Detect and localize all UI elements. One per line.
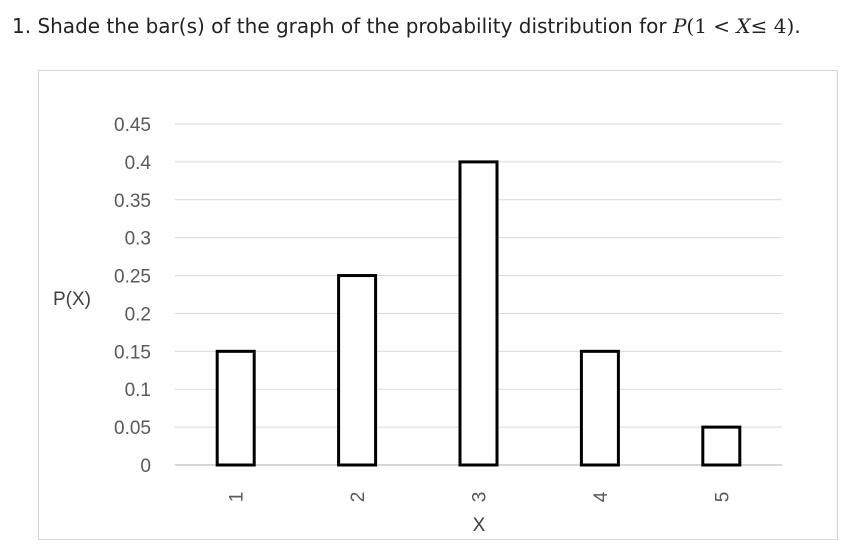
x-tick-labels: 1 2 3 4 5 [227,491,734,502]
y-tick-label: 0.2 [125,304,151,325]
x-tick-label-4: 4 [591,491,612,502]
x-tick-label-2: 2 [348,492,369,503]
math-open: (1 < [686,14,737,38]
question-suffix: . [794,14,801,38]
probability-expression: P(1 < X≤ 4) [673,14,794,38]
y-tick-label: 0 [140,456,151,477]
bar-x-2[interactable] [337,274,378,467]
x-tick-label-1: 1 [227,492,248,503]
math-close: ≤ 4) [750,14,795,38]
question-text: 1. Shade the bar(s) of the graph of the … [12,14,801,38]
y-tick-label: 0.35 [114,191,151,212]
bar-x-5[interactable] [701,425,742,467]
x-tick-label-3: 3 [470,492,491,503]
y-tick-label: 0.45 [114,115,151,136]
question-prefix: 1. Shade the bar(s) of the graph of the … [12,14,673,38]
x-tick-label-5: 5 [712,492,733,503]
y-tick-label: 0.25 [114,267,151,288]
y-tick-label: 0.1 [125,380,151,401]
y-tick-label: 0.15 [114,342,151,363]
y-tick-labels: 0 0.05 0.1 0.15 0.2 0.25 0.3 0.35 0.4 0.45 [114,115,151,477]
bars[interactable] [215,160,742,467]
bar-x-3[interactable] [458,160,499,467]
x-axis-title: X [473,515,486,536]
math-x: X [736,14,751,38]
y-tick-label: 0.4 [125,153,152,174]
y-tick-label: 0.05 [114,418,151,439]
bar-x-1[interactable] [215,349,256,467]
y-tick-label: 0.3 [125,229,151,250]
bar-x-4[interactable] [579,349,620,467]
math-p: P [672,14,687,38]
y-axis-title: P(X) [53,289,91,310]
